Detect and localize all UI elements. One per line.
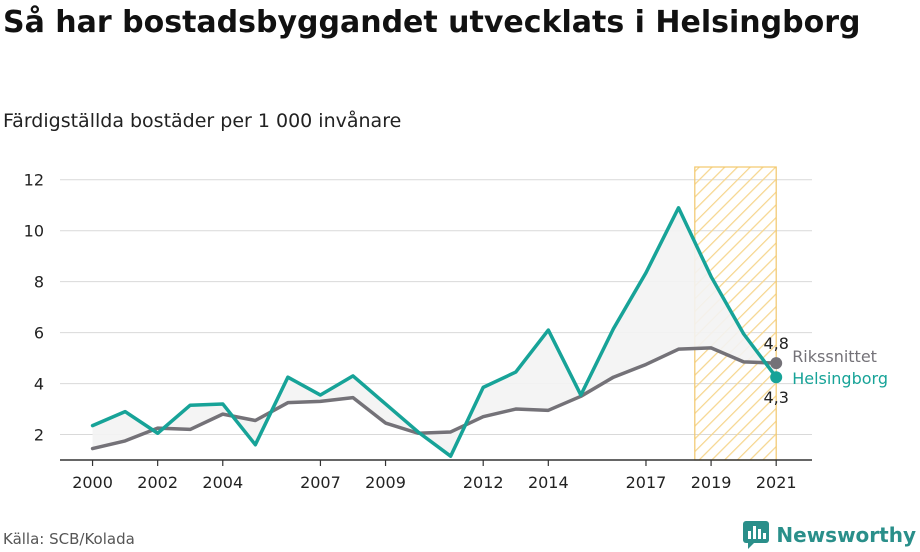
y-tick-label: 12 (24, 171, 44, 190)
x-axis (60, 459, 812, 466)
x-tick-label: 2021 (756, 473, 797, 492)
newsworthy-logo-icon (743, 521, 770, 549)
series-line-rikssnittet (90, 346, 778, 451)
newsworthy-brand[interactable]: Newsworthy (742, 518, 916, 552)
x-tick-label: 2017 (626, 473, 667, 492)
x-tick-label: 2004 (202, 473, 243, 492)
source-note: Källa: SCB/Kolada (3, 530, 135, 548)
series-label-helsingborg: Helsingborg (792, 369, 888, 388)
y-axis-tick-labels: 2 4 6 8 10 12 (24, 171, 44, 445)
series-labels: 4,8 4,3 Rikssnittet Helsingborg (763, 334, 888, 407)
y-tick-label: 4 (34, 375, 44, 394)
x-tick-label: 2014 (528, 473, 569, 492)
x-tick-label: 2002 (137, 473, 178, 492)
end-marker-rikssnittet (770, 357, 783, 370)
brand-name: Newsworthy (776, 523, 916, 547)
difference-area (92, 207, 777, 457)
y-tick-label: 10 (24, 222, 44, 241)
x-tick-label: 2019 (691, 473, 732, 492)
series-label-rikssnittet: Rikssnittet (792, 347, 877, 366)
data-label-helsingborg: 4,3 (763, 388, 788, 407)
x-axis-tick-labels: 2000 2002 2004 2007 2009 2012 2014 2017 2019 2021 (72, 473, 796, 492)
x-tick-label: 2000 (72, 473, 113, 492)
x-tick-label: 2009 (365, 473, 406, 492)
chart-subtitle: Färdigställda bostäder per 1 000 invånar… (3, 110, 402, 132)
end-marker-helsingborg (770, 371, 783, 384)
y-tick-label: 2 (34, 426, 44, 445)
series-lines (90, 206, 778, 458)
chart-title: Så har bostadsbyggandet utvecklats i Hel… (3, 5, 861, 40)
data-label-rikssnittet: 4,8 (763, 334, 788, 353)
x-tick-label: 2012 (463, 473, 504, 492)
end-markers (770, 357, 783, 384)
x-tick-label: 2007 (300, 473, 341, 492)
y-tick-label: 8 (34, 273, 44, 292)
series-line-helsingborg (90, 206, 778, 458)
y-tick-label: 6 (34, 324, 44, 343)
series-gap-area (92, 207, 777, 457)
